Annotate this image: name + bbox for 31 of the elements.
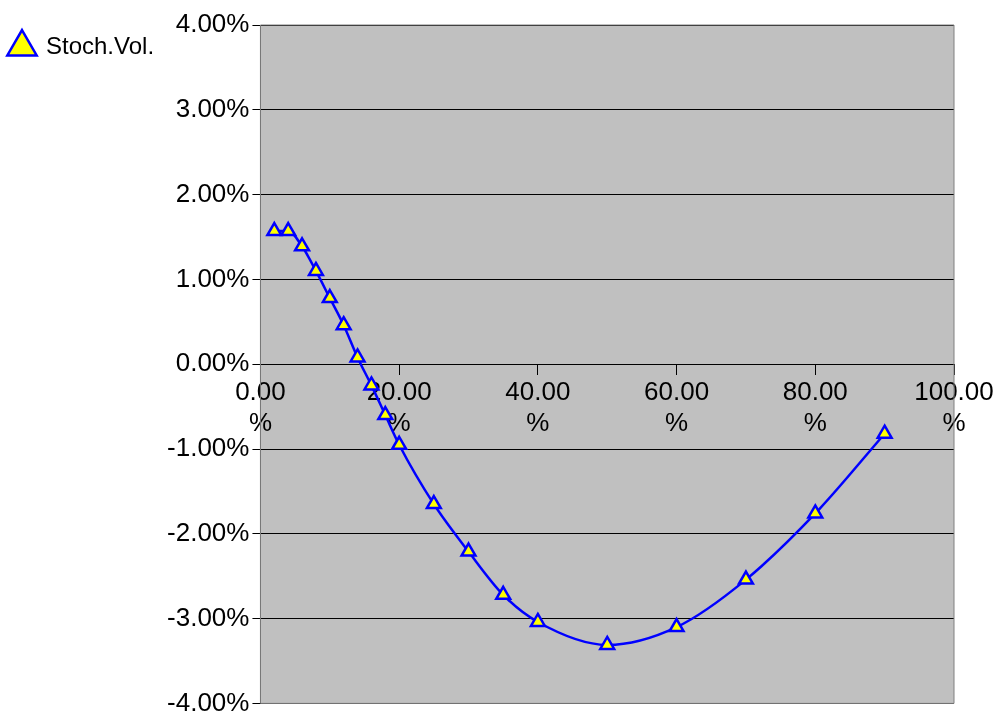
x-tick-label: 60.00% xyxy=(644,375,710,438)
x-tick-label: 100.00% xyxy=(914,375,994,438)
point xyxy=(737,570,755,585)
point xyxy=(425,494,443,510)
point xyxy=(460,542,477,557)
point xyxy=(807,504,824,519)
y-tick-label: -3.00% xyxy=(167,601,250,632)
y-tick-label: 2.00% xyxy=(175,177,250,208)
point xyxy=(668,617,685,633)
y-tick-label: -4.00% xyxy=(167,686,250,717)
point xyxy=(495,585,512,601)
point xyxy=(280,221,297,237)
point xyxy=(293,237,311,252)
y-tick-label: -2.00% xyxy=(167,516,250,547)
y-tick-label: 3.00% xyxy=(175,92,250,123)
y-tick-label: 4.00% xyxy=(175,8,250,39)
y-tick-label: -1.00% xyxy=(167,432,250,463)
point xyxy=(266,221,283,237)
point xyxy=(599,635,616,651)
x-tick-label: 40.00% xyxy=(505,375,571,438)
x-tick-label: 80.00% xyxy=(782,375,848,438)
point xyxy=(307,261,325,277)
point xyxy=(335,315,352,331)
point xyxy=(529,612,547,628)
point xyxy=(876,424,893,439)
y-tick-label: 1.00% xyxy=(175,262,250,293)
point xyxy=(390,435,408,451)
point xyxy=(321,288,338,304)
legend-label: Stoch.Vol. xyxy=(46,31,155,59)
y-tick-label: 0.00% xyxy=(175,347,250,378)
point xyxy=(349,348,366,363)
